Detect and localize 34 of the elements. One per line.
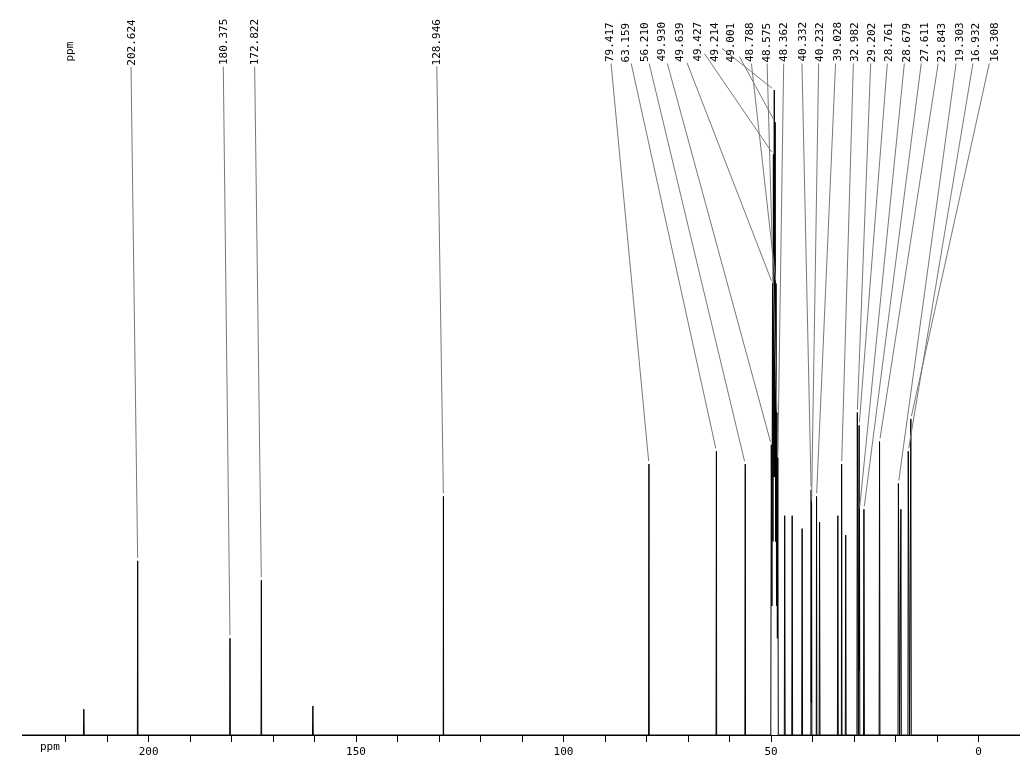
annotation: 128.946 bbox=[430, 19, 444, 66]
annotation: 16.308 bbox=[988, 22, 1001, 62]
annotation: 27.611 bbox=[918, 22, 931, 62]
x-tick-label: 150 bbox=[346, 745, 366, 759]
annotation: 32.982 bbox=[848, 22, 861, 62]
annotation: 19.303 bbox=[953, 22, 966, 62]
annotation: 48.362 bbox=[777, 22, 790, 62]
annotation: 180.375 bbox=[217, 18, 230, 65]
annotation: 29.202 bbox=[865, 22, 879, 63]
x-tick-label: 50 bbox=[764, 745, 778, 759]
annotation: 49.001 bbox=[724, 22, 738, 63]
annotation: 202.624 bbox=[124, 18, 138, 66]
annotation: 48.788 bbox=[743, 22, 756, 62]
annotation: 48.575 bbox=[760, 22, 774, 63]
annotation: 40.332 bbox=[795, 21, 809, 62]
x-tick-label: 100 bbox=[553, 745, 574, 759]
annotation: 49.214 bbox=[708, 21, 721, 62]
x-tick-label: 200 bbox=[138, 745, 159, 759]
annotation: 16.932 bbox=[969, 22, 983, 63]
x-axis-title: ppm bbox=[40, 740, 61, 753]
annotation: 49.639 bbox=[673, 22, 686, 62]
x-tick-label: 0 bbox=[975, 745, 982, 759]
annotation: 63.159 bbox=[619, 22, 633, 63]
annotation: 79.417 bbox=[603, 22, 616, 62]
annotation: 49.930 bbox=[654, 21, 668, 62]
text: ppm bbox=[62, 41, 76, 62]
annotation: 56.210 bbox=[638, 22, 651, 62]
annotation: 28.761 bbox=[882, 22, 895, 62]
annotation: 28.679 bbox=[900, 22, 914, 63]
annotation: 172.822 bbox=[248, 18, 262, 66]
annotation: 40.232 bbox=[813, 22, 826, 62]
annotation: 49.427 bbox=[690, 21, 704, 62]
annotation: 23.843 bbox=[935, 22, 949, 63]
annotation: 39.028 bbox=[830, 21, 844, 62]
